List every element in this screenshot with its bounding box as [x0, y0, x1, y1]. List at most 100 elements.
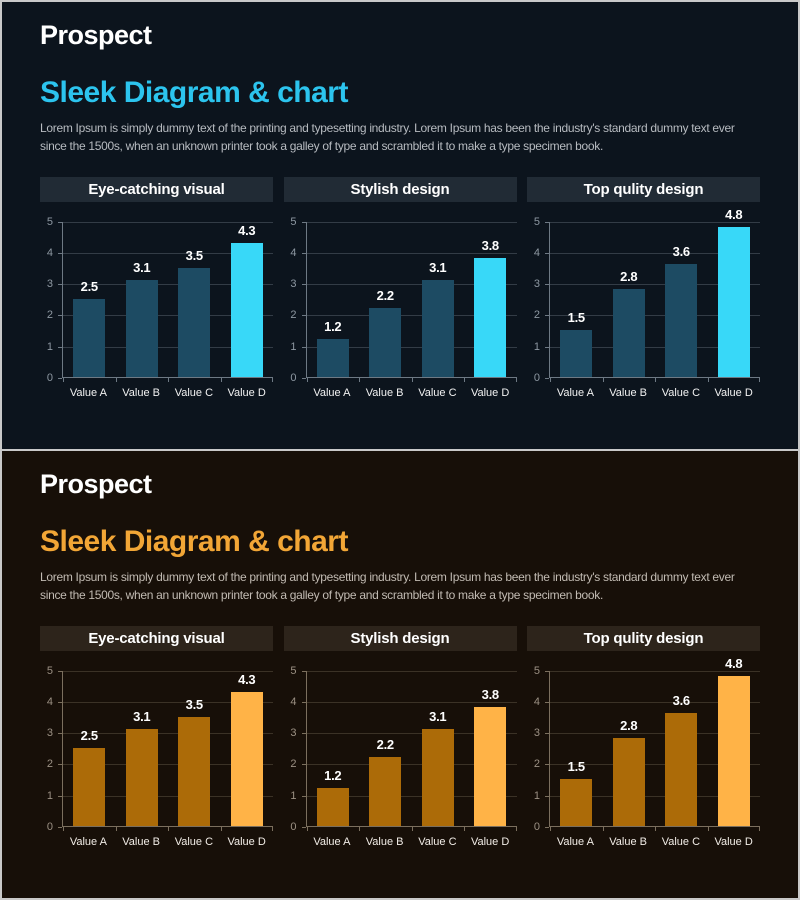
x-tick-mark — [707, 377, 709, 382]
gridline — [63, 221, 273, 223]
gridline — [63, 733, 273, 735]
bar-value-d — [474, 707, 507, 826]
x-tick-mark — [464, 377, 465, 382]
x-tick-mark — [306, 826, 308, 831]
x-tick-mark — [515, 826, 517, 831]
plot: 5 4 3 2 1 0 1.2 2.2 3.1 3.8 — [284, 665, 517, 833]
x-tick-mark — [306, 377, 308, 382]
bar-value-label: 2.5 — [80, 278, 98, 294]
bar-value-label: 2.2 — [376, 737, 394, 753]
y-tick-label: 5 — [290, 664, 297, 677]
gridline — [63, 346, 273, 348]
x-tick-mark — [759, 377, 760, 382]
y-tick-label: 0 — [46, 371, 53, 384]
bar-value-label: 2.5 — [80, 727, 98, 743]
category-label: Value B — [365, 386, 404, 399]
x-tick-mark — [602, 377, 604, 382]
x-tick-mark — [550, 826, 551, 831]
bar-value-a — [316, 339, 349, 377]
bar-value-a — [560, 329, 593, 377]
gridline — [550, 733, 760, 735]
y-axis: 5 4 3 2 1 0 — [40, 216, 62, 384]
plot-area: 1.2 2.2 3.1 3.8 — [301, 670, 517, 831]
x-tick-mark — [272, 377, 273, 382]
x-tick-mark — [550, 377, 551, 382]
category-label: Value A — [313, 835, 351, 848]
gridline — [306, 764, 517, 766]
y-tick-mark — [545, 252, 549, 254]
y-tick-label: 5 — [46, 664, 53, 677]
y-tick-label: 5 — [533, 215, 540, 228]
x-tick-mark — [168, 826, 169, 831]
y-tick-label: 2 — [533, 309, 540, 322]
bar-value-b — [369, 757, 402, 826]
bar-value-label: 1.2 — [324, 768, 342, 784]
y-tick-mark — [301, 252, 306, 254]
x-axis-labels: Value A Value B Value C Value D — [306, 387, 517, 399]
panel-orange-theme: Prospect Sleek Diagram & chart Lorem Ips… — [2, 449, 798, 898]
y-tick-label: 4 — [533, 246, 540, 259]
y-tick-label: 2 — [46, 758, 53, 771]
category-label: Value A — [69, 386, 107, 399]
y-tick-label: 4 — [290, 246, 297, 259]
bar-value-label: 3.1 — [133, 260, 151, 276]
charts-row: Eye-catching visual 5 4 3 2 1 0 2.5 3.1 3.5 4.3 Val… — [40, 176, 760, 399]
description-text: Lorem Ipsum is simply dummy text of the … — [40, 569, 735, 603]
y-tick-label: 1 — [46, 340, 53, 353]
bar-value-label: 1.5 — [567, 309, 585, 325]
y-tick-mark — [58, 221, 62, 223]
category-label: Value B — [609, 835, 647, 848]
bar-value-c — [178, 267, 211, 377]
y-tick-mark — [301, 733, 306, 735]
x-tick-mark — [655, 826, 656, 831]
bar-value-d — [717, 226, 750, 377]
y-tick-mark — [545, 315, 549, 317]
chart-title: Eye-catching visual — [40, 625, 273, 651]
chart-title: Eye-catching visual — [40, 176, 273, 202]
y-tick-mark — [301, 764, 306, 766]
gridline — [63, 795, 273, 797]
category-label: Value C — [418, 835, 457, 848]
bar-value-d — [230, 691, 263, 826]
gridline — [63, 764, 273, 766]
gridline — [550, 346, 760, 348]
y-tick-label: 4 — [46, 246, 53, 259]
x-tick-mark — [464, 826, 465, 831]
y-tick-label: 0 — [290, 820, 297, 833]
y-tick-mark — [58, 315, 62, 317]
gridline — [550, 795, 760, 797]
y-tick-mark — [301, 221, 306, 223]
gridline — [550, 252, 760, 254]
y-tick-mark — [58, 795, 62, 797]
gridline — [306, 733, 517, 735]
plot: 5 4 3 2 1 0 2.5 3.1 3.5 4.3 — [40, 665, 273, 833]
x-tick-mark — [707, 826, 709, 831]
bar-value-label: 3.1 — [429, 260, 447, 276]
plot: 5 4 3 2 1 0 2.5 3.1 3.5 4.3 — [40, 216, 273, 384]
y-tick-label: 1 — [290, 340, 297, 353]
gridline — [306, 346, 517, 348]
gridline — [550, 221, 760, 223]
gridline — [63, 252, 273, 254]
y-tick-label: 3 — [533, 727, 540, 740]
y-tick-mark — [545, 701, 549, 703]
gridline — [306, 315, 517, 317]
bar-value-d — [474, 258, 507, 377]
plot-area: 1.5 2.8 3.6 4.8 — [545, 207, 760, 382]
y-tick-label: 3 — [290, 278, 297, 291]
y-tick-mark — [301, 377, 306, 379]
x-tick-mark — [602, 826, 604, 831]
y-tick-mark — [545, 346, 549, 348]
y-tick-mark — [301, 670, 306, 672]
category-label: Value C — [174, 386, 214, 399]
plot-area: 2.5 3.1 3.5 4.3 — [58, 221, 273, 382]
y-tick-mark — [58, 670, 62, 672]
y-tick-mark — [301, 315, 306, 317]
x-tick-mark — [411, 377, 413, 382]
bar-value-b — [612, 738, 645, 826]
brand-title: Prospect — [40, 20, 152, 50]
category-label: Value B — [609, 386, 647, 399]
bar-value-b — [125, 280, 158, 377]
x-axis-labels: Value A Value B Value C Value D — [62, 387, 273, 399]
x-tick-mark — [220, 377, 222, 382]
